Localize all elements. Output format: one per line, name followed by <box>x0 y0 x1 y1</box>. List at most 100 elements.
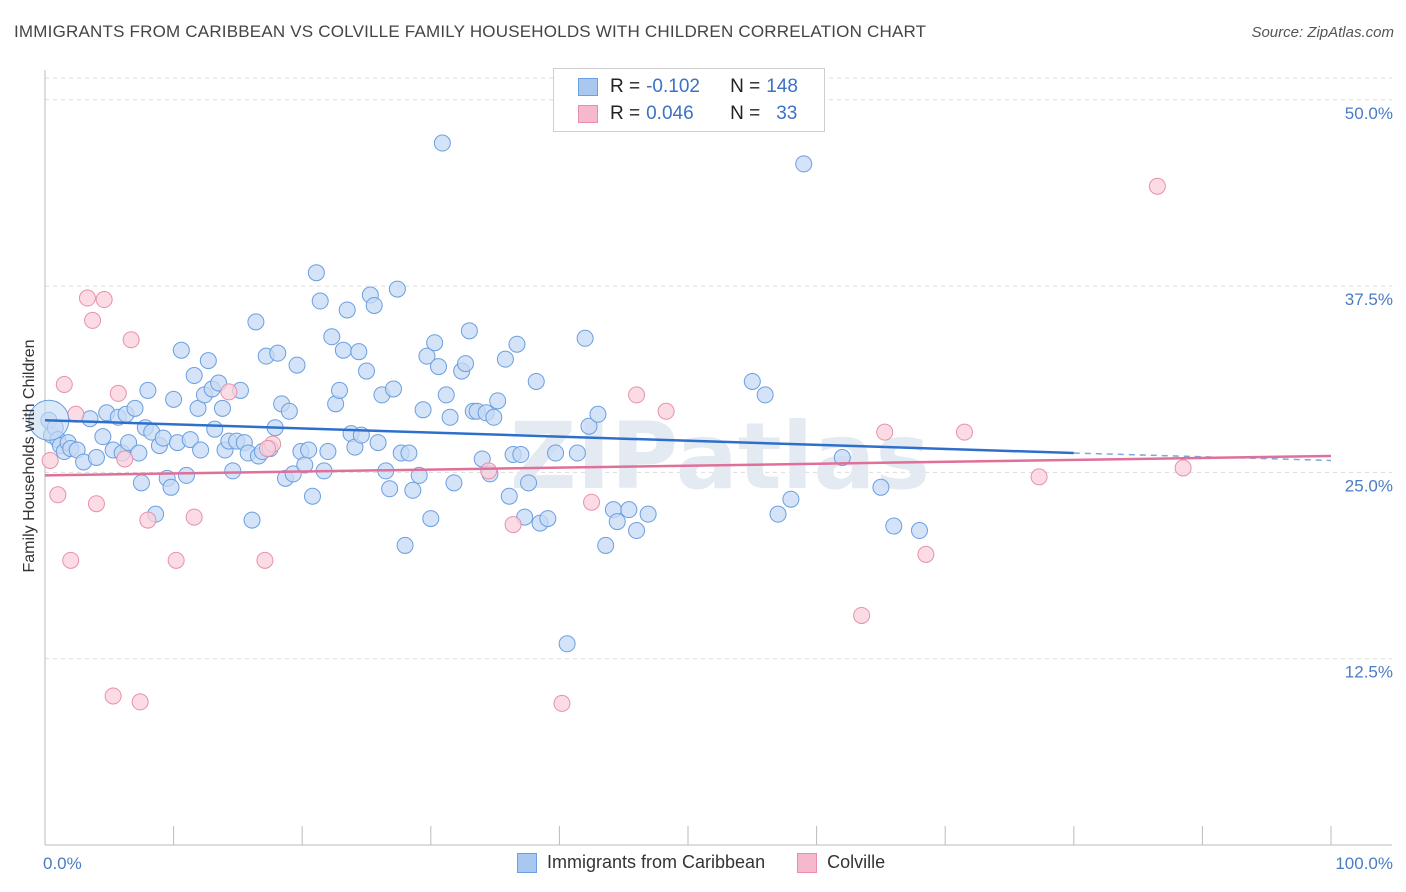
point-colville <box>84 311 102 329</box>
point-caribbean <box>576 329 594 347</box>
point-caribbean <box>358 362 375 380</box>
point-caribbean <box>460 322 478 340</box>
point-caribbean <box>330 381 348 399</box>
legend-swatch-caribbean <box>517 852 537 873</box>
legend-item-colville: Colville <box>797 852 885 873</box>
point-caribbean <box>385 380 403 398</box>
point-caribbean <box>485 408 503 426</box>
point-colville <box>955 423 973 441</box>
point-caribbean <box>130 444 148 462</box>
point-colville <box>1148 177 1166 195</box>
point-caribbean <box>139 381 157 399</box>
point-caribbean <box>500 487 518 505</box>
point-caribbean <box>547 444 565 462</box>
point-colville <box>553 694 571 712</box>
point-colville <box>49 486 67 504</box>
grid-lines <box>45 77 1392 660</box>
point-caribbean <box>885 517 903 535</box>
legend-row-colville: R = 0.046 N = 33 <box>578 102 797 126</box>
point-caribbean <box>369 434 387 452</box>
point-colville <box>78 289 96 307</box>
legend-swatch-colville <box>797 852 818 873</box>
point-caribbean <box>589 405 607 423</box>
point-caribbean <box>165 390 183 408</box>
point-caribbean <box>445 474 463 492</box>
point-colville <box>480 462 498 480</box>
legend-item-caribbean: Immigrants from Caribbean <box>517 852 765 873</box>
point-colville <box>657 402 675 420</box>
point-colville <box>185 508 203 526</box>
point-caribbean <box>381 480 399 498</box>
y-tick-label: 37.5% <box>1345 290 1393 309</box>
x-tick-label: 0.0% <box>43 854 82 873</box>
point-caribbean <box>323 328 341 346</box>
r-label: R = <box>610 103 641 124</box>
trend-line-caribbean <box>44 418 1074 455</box>
point-caribbean <box>338 301 356 319</box>
point-caribbean <box>154 429 172 447</box>
point-caribbean <box>568 444 586 462</box>
r-value: 0.046 <box>646 103 694 124</box>
point-caribbean <box>307 264 325 282</box>
point-colville <box>1030 468 1048 486</box>
point-caribbean <box>639 505 657 523</box>
n-value: 148 <box>766 76 798 97</box>
y-tick-label: 12.5% <box>1345 663 1393 682</box>
point-caribbean <box>280 402 298 420</box>
point-caribbean <box>430 358 448 376</box>
point-caribbean <box>410 466 428 484</box>
point-colville <box>109 384 127 402</box>
legend-label-caribbean: Immigrants from Caribbean <box>547 852 766 872</box>
point-caribbean <box>527 372 545 390</box>
point-caribbean <box>181 431 199 449</box>
point-caribbean <box>433 134 451 152</box>
point-caribbean <box>350 343 368 361</box>
point-caribbean <box>213 399 231 417</box>
r-value: -0.102 <box>646 76 700 97</box>
series-legend: Immigrants from Caribbean Colville <box>517 852 917 873</box>
point-caribbean <box>192 441 210 459</box>
point-caribbean <box>365 296 383 314</box>
point-caribbean <box>132 474 150 492</box>
point-colville <box>258 440 276 458</box>
point-colville <box>256 551 274 569</box>
y-axis-label: Family Households with Children <box>21 340 38 573</box>
n-label: N = <box>730 103 761 124</box>
point-colville <box>55 375 73 393</box>
point-caribbean <box>539 510 557 528</box>
point-caribbean <box>81 410 99 428</box>
point-caribbean <box>756 386 774 404</box>
point-caribbean <box>172 341 190 359</box>
point-caribbean <box>269 344 287 362</box>
point-caribbean <box>743 372 761 390</box>
trend-line-colville <box>44 454 1332 477</box>
point-caribbean <box>319 443 337 461</box>
point-caribbean <box>580 417 598 435</box>
point-colville <box>95 291 113 309</box>
point-caribbean <box>608 513 626 531</box>
point-caribbean <box>284 465 302 483</box>
point-colville <box>139 511 157 529</box>
point-caribbean <box>558 635 576 653</box>
point-caribbean <box>441 408 459 426</box>
point-colville <box>628 386 646 404</box>
point-caribbean <box>628 522 646 540</box>
point-caribbean <box>334 341 352 359</box>
point-colville <box>116 450 134 468</box>
data-points <box>28 134 1192 712</box>
trend-line-caribbean-extension <box>1073 452 1332 462</box>
legend-swatch-caribbean <box>578 78 598 96</box>
n-label: N = <box>730 76 761 97</box>
point-colville <box>917 545 935 563</box>
point-caribbean <box>520 474 538 492</box>
point-caribbean <box>620 501 638 519</box>
point-colville <box>853 606 871 624</box>
point-caribbean <box>426 334 444 352</box>
point-caribbean <box>185 367 203 385</box>
y-tick-label: 50.0% <box>1345 104 1393 123</box>
point-caribbean <box>422 510 440 528</box>
point-caribbean <box>437 386 455 404</box>
point-caribbean <box>418 347 436 365</box>
chart-title: IMMIGRANTS FROM CARIBBEAN VS COLVILLE FA… <box>14 22 927 41</box>
